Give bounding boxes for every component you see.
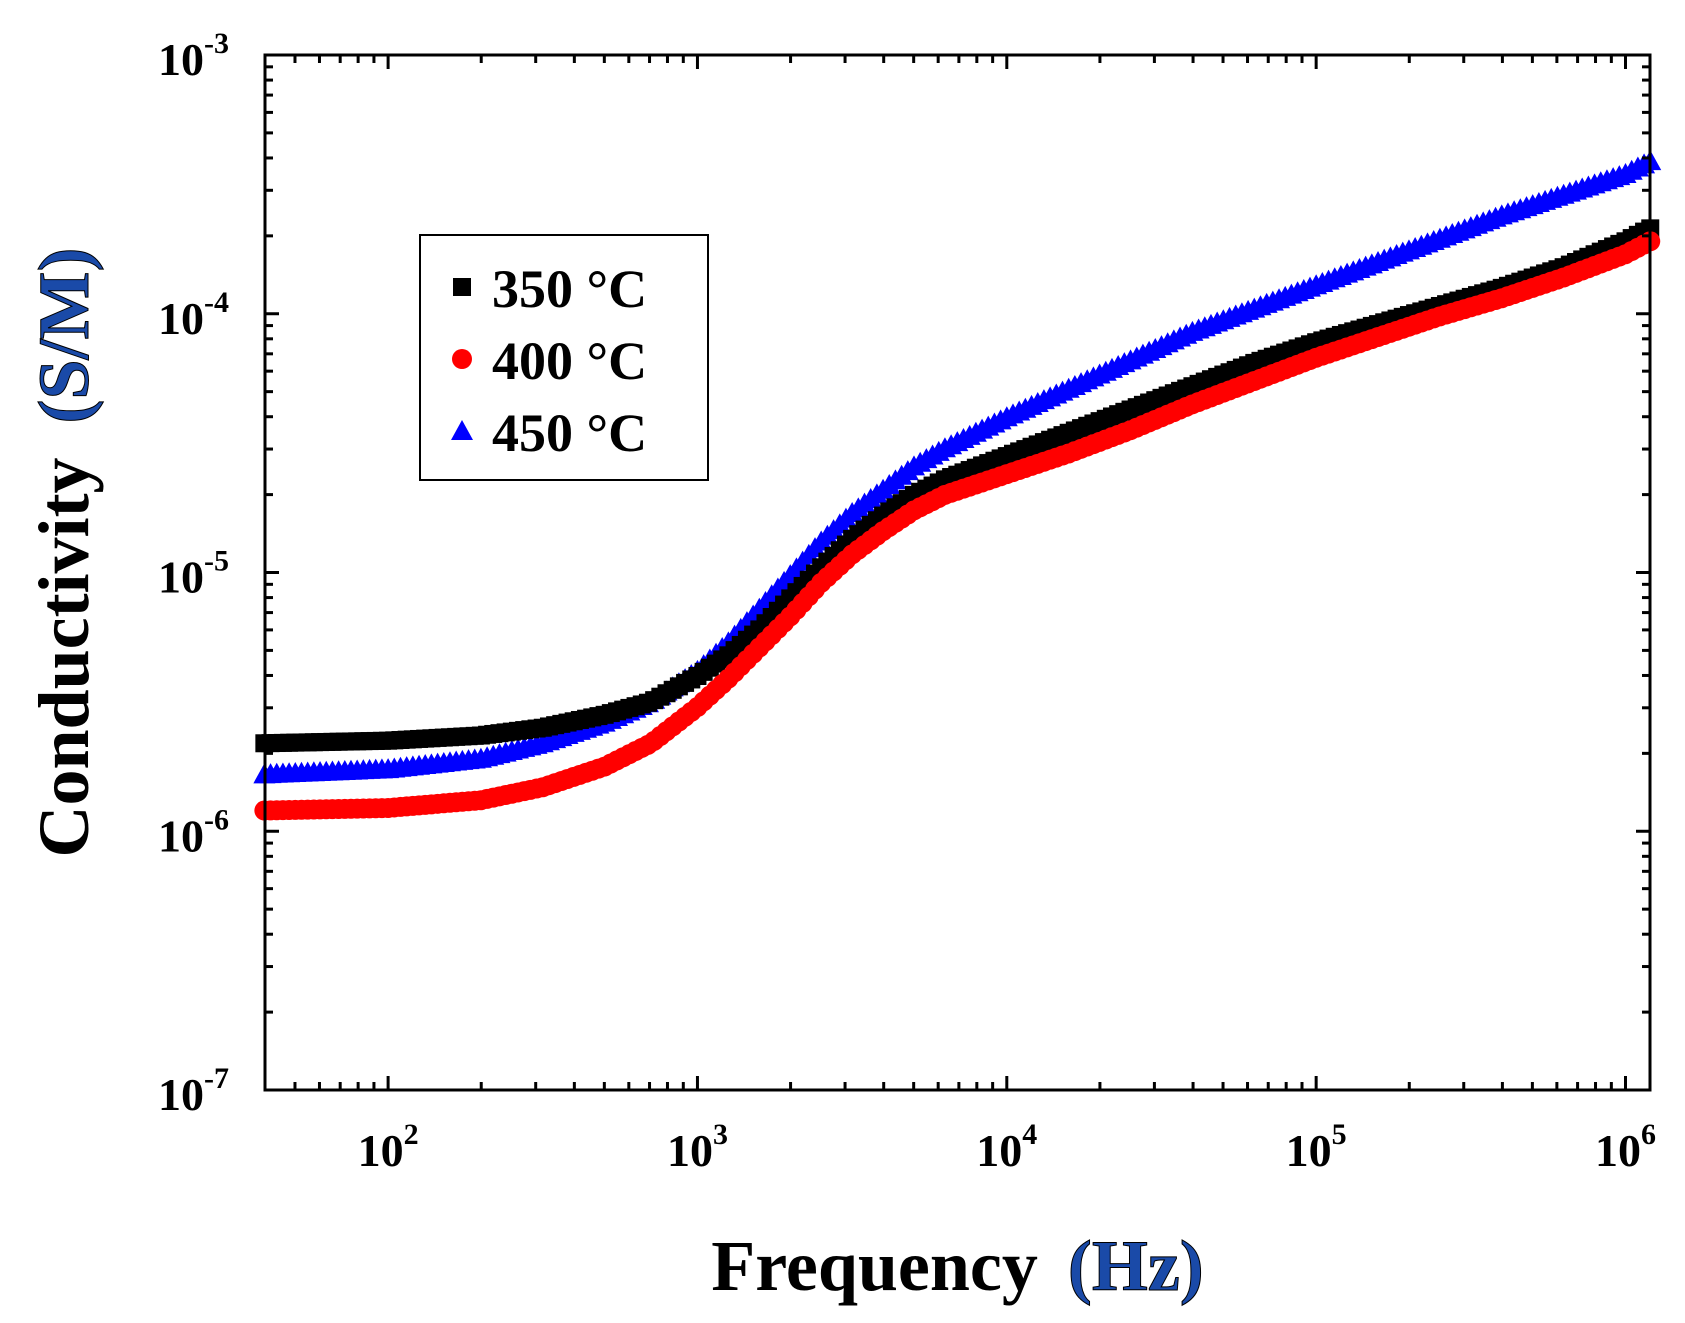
series-450C <box>253 150 1662 784</box>
x-axis-title-unit: (Hz) <box>1068 1226 1204 1306</box>
y-tick-label: 10-6 <box>158 803 229 861</box>
y-axis-title-main: Conductivity <box>24 457 104 857</box>
x-tick-label: 105 <box>1286 1118 1347 1176</box>
legend-marker <box>453 278 471 296</box>
legend-marker <box>452 349 472 369</box>
tick-layer: 102 103 104 105 106 10-7 10-6 10-5 10-4 10-3 <box>158 27 1656 1176</box>
legend-entry: 400 °C <box>452 331 647 391</box>
legend-label: 350 °C <box>492 259 647 319</box>
legend-label: 400 °C <box>492 331 647 391</box>
y-axis-title-unit: (S/M) <box>24 247 104 423</box>
y-axis-title: Conductivity (S/M) <box>24 247 104 857</box>
data-layer <box>253 150 1662 821</box>
legend-entry: 350 °C <box>453 259 647 319</box>
series-400C <box>254 231 1661 821</box>
y-tick-label: 10-5 <box>158 545 229 603</box>
legend-entry: 450 °C <box>451 403 647 463</box>
y-tick-label: 10-3 <box>158 27 229 85</box>
x-tick-label: 103 <box>667 1118 728 1176</box>
legend-label: 450 °C <box>492 403 647 463</box>
y-tick-label: 10-7 <box>158 1062 229 1120</box>
x-tick-label: 104 <box>976 1118 1037 1176</box>
x-axis-title: Frequency (Hz) <box>711 1226 1204 1306</box>
x-tick-label: 106 <box>1595 1118 1656 1176</box>
plot-frame <box>263 53 1652 1092</box>
legend-marker <box>451 420 473 440</box>
legend: 350 °C 400 °C 450 °C <box>419 234 709 481</box>
x-axis-title-main: Frequency <box>711 1226 1038 1306</box>
y-tick-label: 10-4 <box>158 286 229 344</box>
x-tick-label: 102 <box>358 1118 419 1176</box>
